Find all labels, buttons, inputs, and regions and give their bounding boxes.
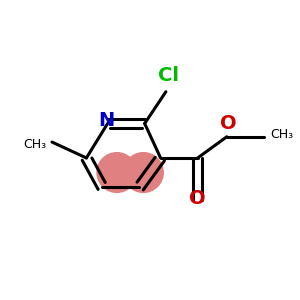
- Text: O: O: [220, 114, 236, 133]
- Text: N: N: [98, 111, 114, 130]
- Text: CH₃: CH₃: [24, 138, 47, 151]
- Text: CH₃: CH₃: [271, 128, 294, 141]
- Circle shape: [97, 153, 137, 192]
- Circle shape: [124, 153, 163, 192]
- Text: Cl: Cl: [158, 66, 179, 85]
- Text: O: O: [189, 189, 206, 208]
